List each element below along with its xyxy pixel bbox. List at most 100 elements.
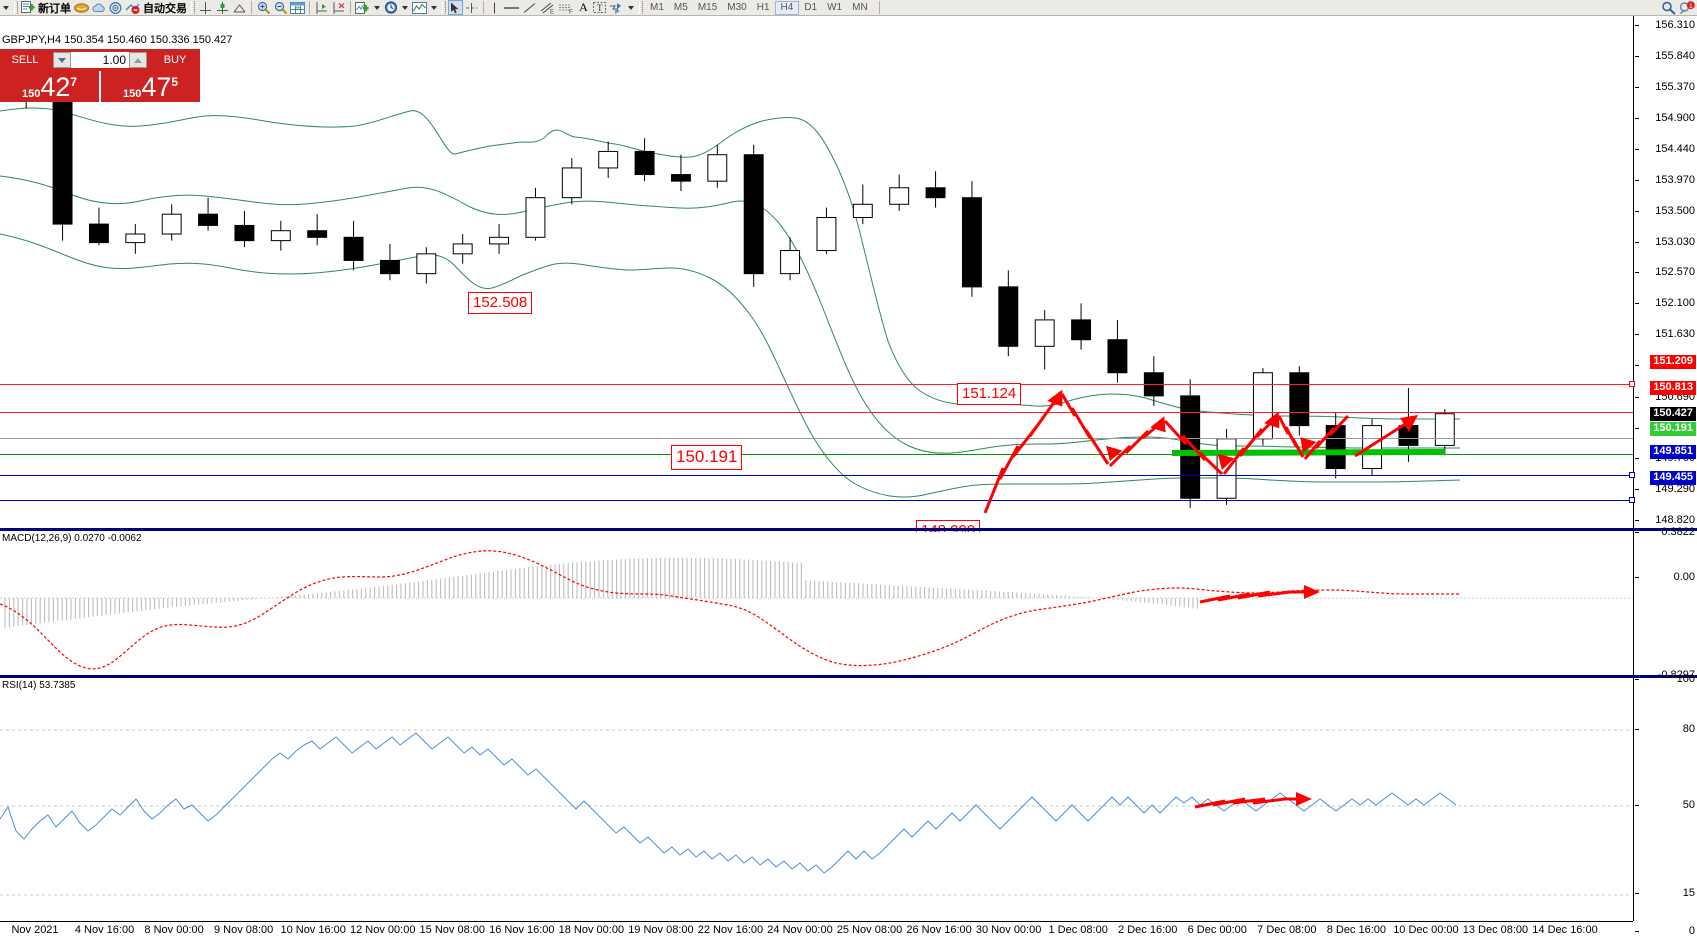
crosshair-tool-icon[interactable] — [463, 0, 480, 15]
timeframe-d1[interactable]: D1 — [804, 2, 818, 13]
price-line-handle-149-455[interactable] — [1629, 497, 1635, 503]
volume-increase-button[interactable] — [129, 52, 147, 68]
price-badge-149-455[interactable]: 149.455 — [1650, 471, 1696, 486]
rsi-panel[interactable]: RSI(14) 53.7385 — [0, 679, 1633, 931]
objects-list-icon[interactable] — [608, 0, 625, 15]
buy-button[interactable]: BUY — [150, 49, 200, 71]
timeframe-m1[interactable]: M1 — [650, 2, 664, 13]
price-tick-label: 154.440 — [1655, 142, 1695, 155]
label-tool-icon[interactable]: T — [591, 0, 608, 15]
timeframe-h1[interactable]: H1 — [756, 2, 770, 13]
price-panel[interactable]: 152.508 151.124 150.191 148.990 — [0, 16, 1635, 542]
crosshair-marker-icon[interactable] — [214, 0, 231, 15]
period-clock-icon[interactable] — [383, 0, 399, 15]
price-axis[interactable] — [1633, 16, 1697, 921]
price-line-149-455[interactable] — [0, 500, 1633, 501]
signal-icon[interactable] — [107, 0, 124, 15]
buy-price-fraction: 5 — [171, 75, 179, 89]
templates-icon[interactable] — [411, 0, 428, 15]
fractals-icon[interactable] — [231, 0, 248, 15]
fibonacci-tool-icon[interactable]: F — [557, 0, 576, 15]
time-tick-label: 25 Nov 08:00 — [836, 924, 903, 936]
macd-panel[interactable]: MACD(12,26,9) 0.0270 -0.0062 — [0, 532, 1633, 675]
toolbar-grip-4[interactable] — [639, 1, 643, 14]
indicator-dropdown-caret[interactable] — [374, 5, 380, 10]
price-line-handle-151-209[interactable] — [1629, 381, 1635, 387]
panel-separator-price-macd[interactable] — [0, 528, 1697, 531]
horizontal-line-tool-icon[interactable] — [502, 0, 521, 15]
sell-button[interactable]: SELL — [0, 49, 50, 71]
price-tick-label: 154.900 — [1655, 112, 1695, 125]
auto-scroll-icon[interactable] — [313, 0, 330, 15]
currency-icon[interactable] — [73, 0, 90, 15]
panel-separator-macd-rsi[interactable] — [0, 675, 1697, 678]
one-click-trading-panel[interactable]: SELL 1.00 BUY 150 42 7 150 47 5 — [0, 49, 200, 102]
timeframe-m5[interactable]: M5 — [673, 2, 688, 13]
search-icon[interactable] — [1660, 0, 1678, 15]
new-order-icon[interactable] — [20, 0, 36, 15]
toolbar-grip[interactable] — [14, 1, 18, 14]
zoom-in-icon[interactable] — [255, 0, 272, 15]
buy-price-display[interactable]: 150 47 5 — [99, 71, 200, 102]
data-window-icon[interactable] — [289, 0, 306, 15]
chart-window[interactable]: 152.508 151.124 150.191 148.990 MACD(12,… — [0, 16, 1697, 937]
price-badge-149-851[interactable]: 149.851 — [1650, 444, 1696, 459]
toolbar-grip-3[interactable] — [442, 1, 446, 14]
one-click-trading-controls: SELL 1.00 BUY — [0, 49, 200, 71]
vertical-line-tool-icon[interactable] — [487, 0, 502, 15]
price-line-150-427[interactable] — [0, 438, 1633, 439]
toolbar-overflow-caret[interactable] — [3, 5, 9, 10]
time-tick-label: 22 Nov 16:00 — [697, 924, 764, 936]
price-tick — [1635, 118, 1639, 120]
macd-tick — [1635, 532, 1639, 533]
price-tag-151-124[interactable]: 151.124 — [957, 383, 1022, 405]
macd-tick — [1635, 577, 1639, 579]
time-tick-label: 4 Nov 16:00 — [74, 924, 135, 936]
add-indicator-icon[interactable] — [354, 0, 371, 15]
price-tick — [1635, 210, 1639, 212]
cloud-icon[interactable] — [90, 0, 107, 15]
sell-price-display[interactable]: 150 42 7 — [0, 71, 99, 102]
price-tick-label: 155.370 — [1655, 81, 1695, 94]
trendline-tool-icon[interactable] — [521, 0, 538, 15]
auto-trading-label[interactable]: 自动交易 — [143, 1, 187, 15]
rsi-tick — [1635, 893, 1639, 895]
objects-dropdown-caret[interactable] — [628, 5, 634, 10]
notifications-icon[interactable]: 1 — [1678, 0, 1697, 15]
timeframe-mn[interactable]: MN — [852, 2, 868, 13]
auto-trading-icon[interactable] — [124, 0, 141, 15]
zoom-out-icon[interactable] — [272, 0, 289, 15]
crosshair-vertical-icon[interactable] — [197, 0, 214, 15]
price-badge-150-813[interactable]: 150.813 — [1650, 381, 1696, 396]
symbol-ohlc-header: GBPJPY,H4 150.354 150.460 150.336 150.42… — [2, 34, 233, 46]
volume-input[interactable]: 1.00 — [71, 52, 129, 68]
cursor-tool-icon[interactable] — [448, 0, 463, 15]
timeframe-m15[interactable]: M15 — [697, 2, 718, 13]
price-badge-150-191[interactable]: 150.191 — [1650, 422, 1696, 437]
price-tick — [1635, 148, 1639, 150]
price-line-150-813[interactable] — [0, 412, 1633, 413]
templates-dropdown-caret[interactable] — [431, 5, 437, 10]
price-tag-152-508[interactable]: 152.508 — [468, 292, 533, 314]
price-tag-150-191[interactable]: 150.191 — [671, 445, 743, 470]
price-line-150-191[interactable] — [0, 454, 1633, 455]
equidistant-channel-icon[interactable]: E — [538, 0, 557, 15]
price-line-151-209[interactable] — [0, 384, 1633, 385]
price-line-handle-149-851[interactable] — [1629, 472, 1635, 478]
timeframe-h4[interactable]: H4 — [774, 0, 800, 15]
macd-tick-label: -0.8297 — [1657, 669, 1695, 681]
toolbar-grip-2[interactable] — [191, 1, 195, 14]
time-axis[interactable]: Nov 2021 4 Nov 16:00 8 Nov 00:00 9 Nov 08:0… — [0, 921, 1633, 937]
timeframe-m30[interactable]: M30 — [727, 2, 747, 13]
price-tick — [1635, 25, 1639, 27]
price-badge-150-427[interactable]: 150.427 — [1650, 406, 1696, 421]
price-badge-151-209[interactable]: 151.209 — [1650, 355, 1696, 370]
volume-decrease-button[interactable] — [53, 52, 71, 68]
timeframe-w1[interactable]: W1 — [827, 2, 843, 13]
price-tick — [1635, 334, 1639, 336]
new-order-label[interactable]: 新订单 — [38, 1, 71, 15]
period-dropdown-caret[interactable] — [402, 5, 408, 10]
text-tool-icon[interactable]: A — [576, 0, 591, 15]
price-line-149-851[interactable] — [0, 475, 1633, 476]
chart-shift-icon[interactable] — [330, 0, 347, 15]
